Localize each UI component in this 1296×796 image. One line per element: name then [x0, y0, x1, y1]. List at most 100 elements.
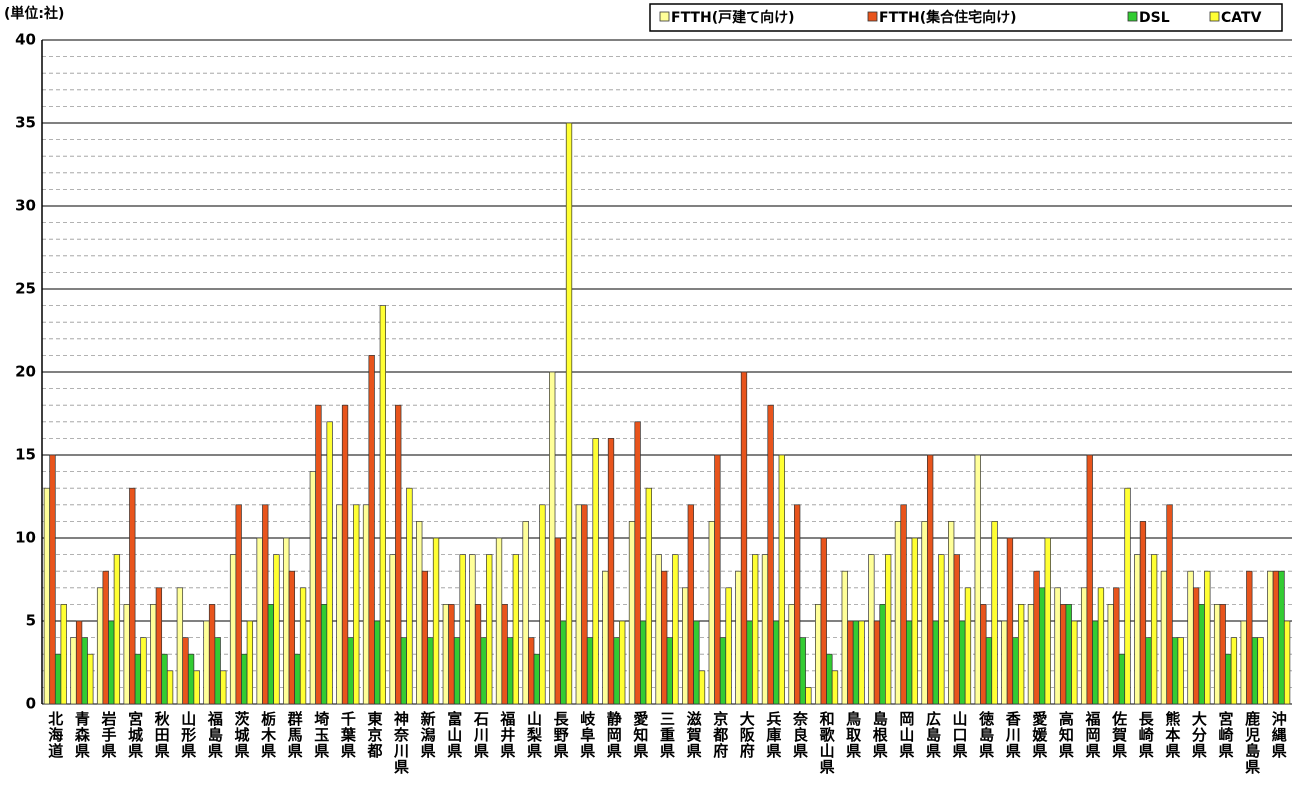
bar [1177, 637, 1184, 705]
x-tick-label: 福岡県 [1084, 710, 1102, 759]
bar [773, 620, 780, 705]
bar [900, 504, 907, 705]
x-tick-label: 鳥取県 [844, 710, 862, 759]
bar [193, 670, 200, 705]
bar [746, 620, 753, 705]
x-tick-label: 栃木県 [259, 710, 277, 759]
bar [1278, 570, 1285, 705]
y-tick-label: 30 [15, 197, 36, 215]
bar [522, 521, 529, 705]
bar [894, 521, 902, 705]
bar [1017, 604, 1025, 705]
bar [1219, 604, 1226, 705]
bar [974, 454, 981, 705]
bar [229, 554, 237, 705]
bar [735, 570, 742, 705]
bar [565, 122, 573, 705]
bar [129, 487, 136, 705]
bar [75, 620, 83, 705]
bar [507, 637, 514, 705]
bar [873, 620, 881, 705]
bar [948, 521, 955, 705]
bar [299, 587, 307, 705]
y-tick-label: 15 [15, 446, 36, 464]
y-tick-label: 5 [26, 612, 36, 630]
bar [474, 604, 482, 705]
bar [1086, 454, 1093, 705]
bar [1257, 637, 1264, 705]
bar [421, 570, 428, 705]
x-tick-label: 高知県 [1057, 710, 1075, 759]
bar [826, 653, 833, 705]
bar [607, 438, 615, 705]
legend-swatch [867, 11, 878, 22]
bar [1118, 653, 1126, 705]
bar [288, 570, 296, 705]
bar [448, 604, 455, 705]
bar [480, 637, 487, 705]
legend-label: DSL [1139, 10, 1170, 26]
bar [1054, 587, 1061, 705]
bar [964, 587, 972, 705]
x-tick-label: 奈良県 [791, 710, 809, 759]
bar [619, 620, 626, 705]
x-tick-label: 茨城県 [232, 711, 250, 759]
bar [486, 554, 493, 705]
bar [672, 554, 679, 705]
bar [885, 554, 892, 705]
bar [592, 438, 599, 705]
bar [155, 587, 163, 705]
bar [628, 521, 636, 705]
bar [1204, 570, 1211, 705]
bar [1283, 620, 1291, 705]
bar [740, 371, 748, 705]
bar [634, 421, 641, 705]
bar [980, 604, 987, 705]
bar [1251, 637, 1259, 705]
bar [379, 305, 386, 705]
bar [1160, 570, 1168, 705]
unit-label: (単位:社) [4, 5, 64, 22]
bar [1027, 604, 1035, 705]
bar [852, 620, 860, 705]
bar [1033, 570, 1040, 705]
x-tick-label: 千葉県 [339, 711, 357, 759]
bar [416, 521, 423, 705]
bar [161, 653, 168, 705]
legend-label: CATV [1221, 10, 1262, 26]
bar [108, 620, 115, 705]
bar [406, 487, 413, 705]
bar [539, 504, 546, 705]
bar [1012, 637, 1019, 705]
bar [501, 604, 508, 705]
bar [309, 471, 317, 705]
bar [320, 604, 328, 705]
x-tick-label: 広島県 [924, 710, 942, 759]
bar [1192, 587, 1200, 705]
bar [1044, 537, 1051, 705]
bar [220, 670, 227, 705]
bar [533, 653, 540, 705]
bar [49, 454, 56, 705]
bar [362, 504, 370, 705]
bar [719, 637, 727, 705]
bar [602, 570, 609, 705]
bar [87, 653, 94, 705]
legend-swatch [1127, 11, 1138, 22]
bar [235, 504, 242, 705]
legend-label: FTTH(戸建て向け) [671, 9, 795, 26]
bar [666, 637, 673, 705]
bar [374, 620, 381, 705]
bar [1124, 487, 1131, 705]
bar [432, 537, 440, 705]
bar [1107, 604, 1114, 705]
bar [214, 637, 221, 705]
bar [613, 637, 620, 705]
bar [512, 554, 519, 705]
legend-box [649, 3, 1283, 32]
bar [81, 637, 88, 705]
bar [847, 620, 854, 705]
bar [427, 637, 434, 705]
bar [911, 537, 918, 705]
